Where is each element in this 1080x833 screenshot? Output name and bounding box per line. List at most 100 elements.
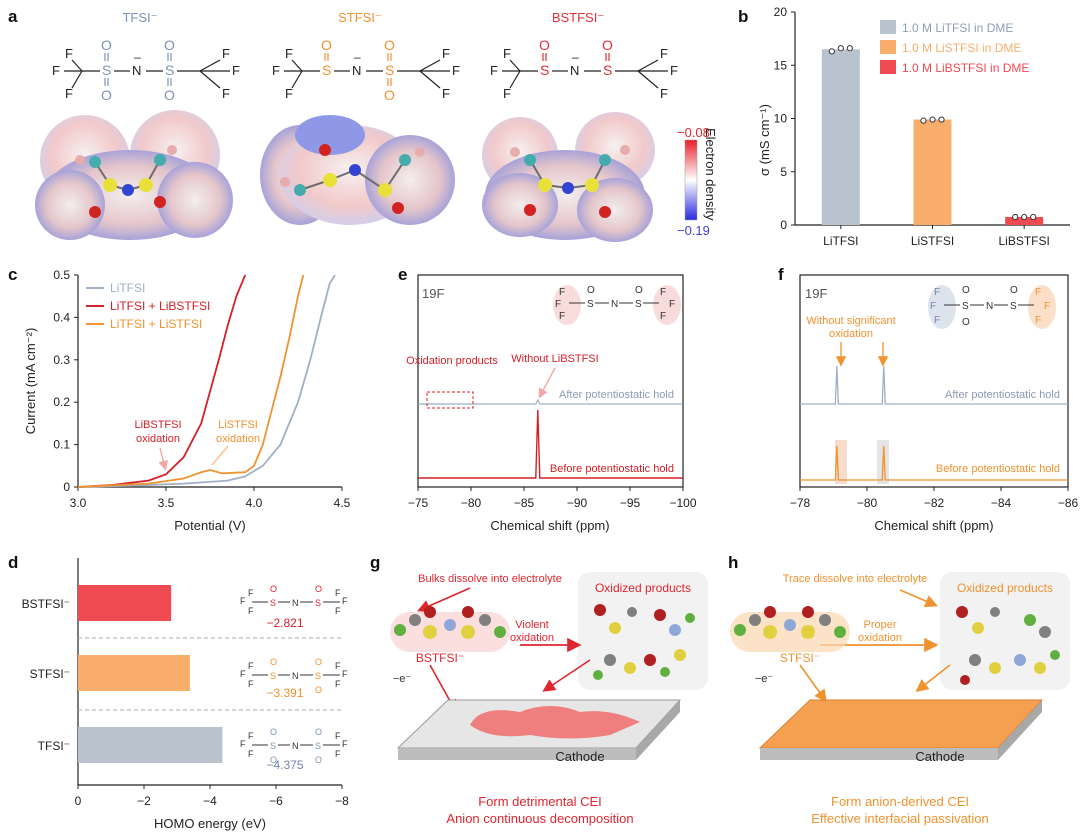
f-without-sig-2: oxidation <box>829 328 873 340</box>
d-xtick-label: −4 <box>203 794 217 808</box>
svg-text:F: F <box>222 46 230 61</box>
e-without-label: Without LiBSTFSI <box>511 353 598 365</box>
b-point <box>837 45 844 52</box>
g-oxidized-fragments <box>593 604 695 680</box>
d-value-label: −4.375 <box>266 758 303 772</box>
g-arrow-label-1: Violent <box>515 619 548 631</box>
d-xtick-label: −6 <box>269 794 283 808</box>
b-point <box>938 116 945 123</box>
e-xtick-label: −85 <box>514 496 535 510</box>
svg-text:O: O <box>101 37 112 53</box>
b-point <box>1012 213 1019 221</box>
svg-text:F: F <box>342 739 348 749</box>
d-ticks: 0 −2 −4 −6 −8 <box>75 785 349 808</box>
f-xtick-label: −84 <box>991 496 1012 510</box>
svg-text:S: S <box>270 598 276 608</box>
h-anion-molecule <box>730 606 850 652</box>
c-annotation-bstfsi-2: oxidation <box>136 433 180 445</box>
c-annotation-arrow <box>158 447 169 471</box>
e-before-label: Before potentiostatic hold <box>550 463 674 475</box>
panel-c-label: c <box>8 265 17 284</box>
h-cathode-label: Cathode <box>915 749 964 764</box>
svg-text:O: O <box>164 87 175 103</box>
svg-text:S: S <box>603 62 612 78</box>
c-series-line <box>77 274 247 488</box>
svg-text:F: F <box>934 315 940 326</box>
svg-text:N: N <box>352 63 361 78</box>
panel-e-label: e <box>398 265 407 284</box>
e-lines <box>418 398 683 479</box>
svg-text:F: F <box>335 606 341 616</box>
svg-text:S: S <box>322 62 331 78</box>
svg-text:F: F <box>555 299 561 310</box>
svg-text:S: S <box>1010 301 1017 312</box>
svg-text:S: S <box>165 62 174 78</box>
e-after-spectrum <box>418 398 683 405</box>
svg-text:F: F <box>1044 301 1050 312</box>
e-xtick-label: −100 <box>669 496 696 510</box>
c-legend-label: LiTFSI + LiSTFSI <box>110 317 202 331</box>
svg-text:F: F <box>660 311 666 322</box>
svg-text:O: O <box>635 285 643 296</box>
h-arrow-label-1: Proper <box>863 619 896 631</box>
svg-text:S: S <box>102 62 111 78</box>
svg-text:S: S <box>270 671 276 681</box>
esp-surface-bstfsi <box>482 112 655 242</box>
h-cathode <box>758 699 1044 760</box>
svg-text:F: F <box>442 46 450 61</box>
h-anion-label: STFSI⁻ <box>780 651 820 665</box>
c-annotations: LiBSTFSI oxidation LiSTFSI oxidation <box>134 419 260 471</box>
g-arrow-label-2: oxidation <box>510 632 554 644</box>
panel-d: d BSTFSI⁻ −2.821 STFSI⁻ −3.391 TFSI⁻ −4.375 0… <box>8 553 349 831</box>
panel-b-label: b <box>738 7 748 26</box>
svg-text:F: F <box>335 588 341 598</box>
e-x-axis-label: Chemical shift (ppm) <box>490 518 609 533</box>
svg-text:F: F <box>660 287 666 298</box>
svg-text:F: F <box>335 731 341 741</box>
c-series-line <box>77 274 336 488</box>
svg-text:S: S <box>385 62 394 78</box>
svg-text:O: O <box>315 657 322 667</box>
d-category-label: BSTFSI⁻ <box>22 597 70 611</box>
svg-text:O: O <box>315 685 322 695</box>
f-before-spectrum <box>800 445 1068 481</box>
d-bar <box>78 727 223 763</box>
esp-surface-tfsi <box>35 110 233 240</box>
svg-text:F: F <box>248 749 254 759</box>
h-oxidized-fragments <box>956 606 1060 685</box>
svg-text:F: F <box>248 679 254 689</box>
svg-text:F: F <box>335 679 341 689</box>
svg-text:F: F <box>1035 315 1041 326</box>
svg-text:–: – <box>572 50 579 64</box>
svg-text:F: F <box>65 86 73 101</box>
svg-text:F: F <box>248 606 254 616</box>
f-xtick-label: −80 <box>857 496 878 510</box>
svg-text:O: O <box>321 37 332 53</box>
c-lines <box>77 274 336 488</box>
svg-text:F: F <box>442 86 450 101</box>
f-without-sig-1: Without significant <box>806 315 895 327</box>
c-xtick-label: 3.0 <box>70 496 87 510</box>
svg-text:F: F <box>335 749 341 759</box>
svg-text:F: F <box>335 661 341 671</box>
b-ytick-label: 20 <box>774 5 788 19</box>
svg-text:F: F <box>559 311 565 322</box>
b-xtick-label: LiTFSI <box>823 234 858 248</box>
svg-text:O: O <box>384 37 395 53</box>
svg-text:F: F <box>285 86 293 101</box>
svg-text:F: F <box>503 46 511 61</box>
b-bars <box>821 45 1044 226</box>
svg-text:O: O <box>315 727 322 737</box>
svg-text:N: N <box>611 299 618 310</box>
svg-text:F: F <box>232 63 240 78</box>
c-ytick-label: 0.2 <box>53 395 70 409</box>
d-category-label: STFSI⁻ <box>30 667 70 681</box>
f-x-axis-label: Chemical shift (ppm) <box>874 518 993 533</box>
h-dissolve-label: Trace dissolve into electrolyte <box>783 573 928 585</box>
b-xtick-label: LiBSTFSI <box>998 234 1049 248</box>
e-xtick-label: −75 <box>408 496 429 510</box>
svg-text:S: S <box>635 299 642 310</box>
svg-text:N: N <box>292 598 299 608</box>
